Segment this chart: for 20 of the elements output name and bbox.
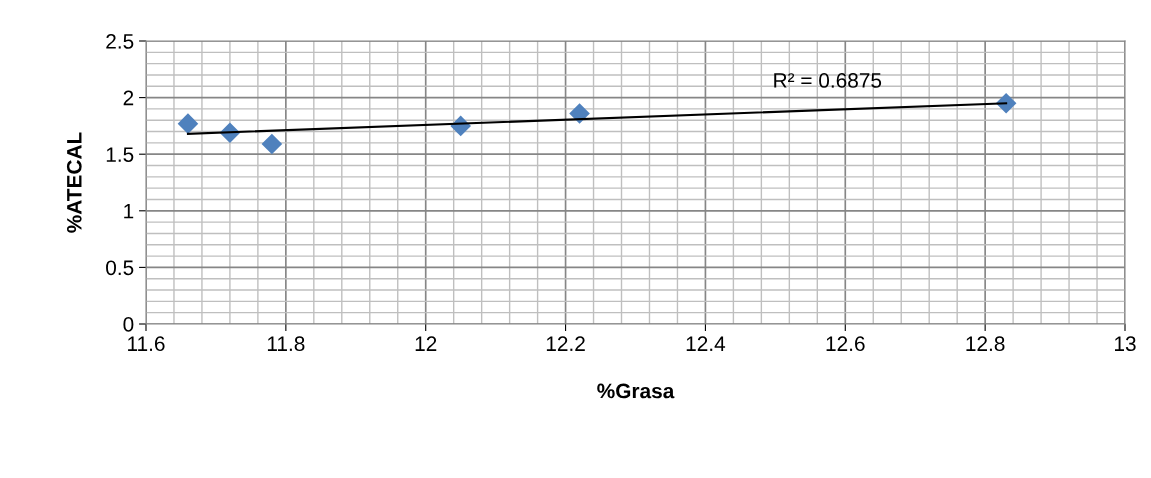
y-tick-label: 1: [124, 204, 134, 219]
y-tick-label: 0.5: [106, 260, 134, 276]
x-tick-label: 11.6: [128, 336, 165, 352]
annotation: R² = 0.6875: [774, 73, 882, 88]
x-tick-label: 11.8: [267, 336, 305, 352]
x-tick-label: 13: [1115, 336, 1136, 352]
point: [177, 113, 199, 134]
x-tick-label: 12.2: [546, 336, 585, 351]
x-tick-label: 12.6: [826, 336, 865, 352]
x-tick-label: 12: [415, 336, 437, 351]
point: [569, 103, 590, 124]
y-tick-label: 2.5: [106, 34, 134, 49]
y-tick-label: 1.5: [106, 147, 134, 162]
x-tick-label: 12.4: [686, 336, 726, 351]
x-tick-label: 12.8: [966, 336, 1005, 352]
point: [261, 133, 283, 155]
y-tick-label: 0: [123, 317, 134, 332]
x-axis-title: %Grasa: [597, 383, 675, 399]
y-tick-label: 2: [123, 90, 134, 106]
y-axis-title: %ATECAL: [66, 132, 82, 233]
